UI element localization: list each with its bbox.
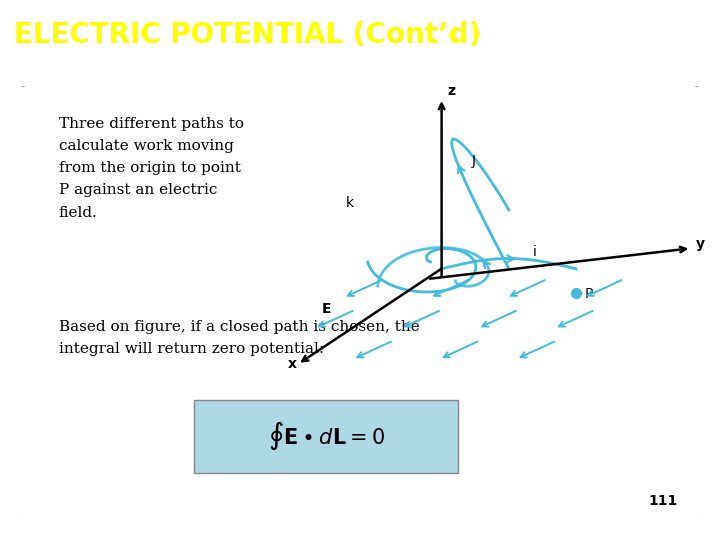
Text: $\oint \mathbf{E} \bullet d\mathbf{L} = 0$: $\oint \mathbf{E} \bullet d\mathbf{L} = … xyxy=(268,419,384,451)
Text: y: y xyxy=(696,237,705,251)
FancyBboxPatch shape xyxy=(18,84,702,521)
Text: 111: 111 xyxy=(649,494,678,508)
Text: ELECTRIC POTENTIAL (Cont’d): ELECTRIC POTENTIAL (Cont’d) xyxy=(14,21,482,49)
Text: i: i xyxy=(533,245,537,259)
Text: x: x xyxy=(288,357,297,371)
Text: Based on figure, if a closed path is chosen, the
integral will return zero poten: Based on figure, if a closed path is cho… xyxy=(59,320,420,356)
Text: z: z xyxy=(447,84,455,98)
Text: J: J xyxy=(472,154,476,168)
Text: k: k xyxy=(346,197,354,210)
Text: E: E xyxy=(322,302,331,316)
Text: P: P xyxy=(585,287,593,301)
FancyBboxPatch shape xyxy=(194,400,458,473)
Text: Three different paths to
calculate work moving
from the origin to point
P agains: Three different paths to calculate work … xyxy=(59,117,244,220)
